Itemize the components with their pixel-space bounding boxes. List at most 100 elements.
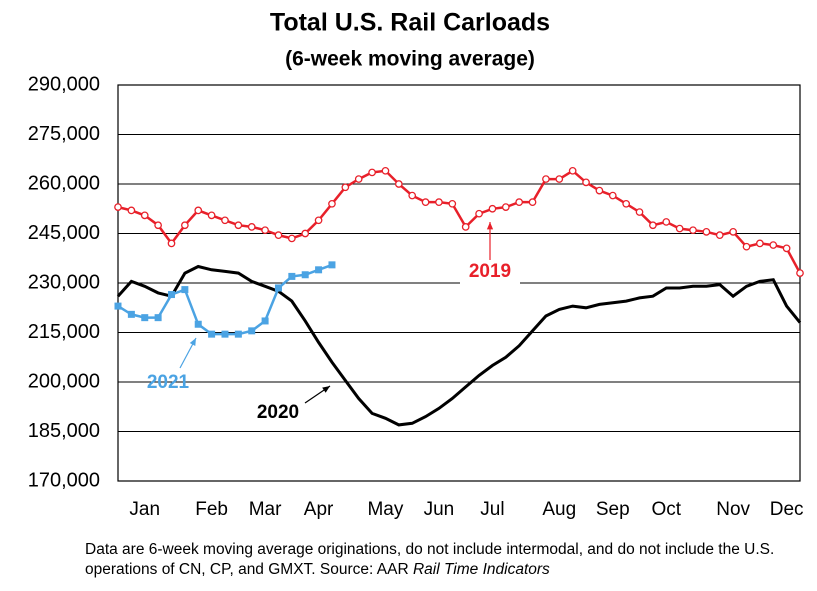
point [141, 314, 149, 322]
point [608, 191, 617, 200]
chart-title: Total U.S. Rail Carloads [270, 9, 550, 37]
point [341, 183, 350, 192]
point [742, 242, 751, 251]
point [207, 211, 216, 220]
point [729, 228, 737, 236]
point [154, 314, 162, 322]
point [782, 244, 791, 253]
point [689, 226, 697, 235]
series-line [117, 263, 333, 336]
point [461, 223, 470, 231]
series-label: 2021 [147, 372, 190, 393]
series-label: 2020 [257, 402, 299, 423]
x-tick-label: Apr [304, 499, 334, 520]
point [408, 191, 417, 200]
point [301, 271, 309, 279]
point [287, 234, 296, 243]
point [622, 199, 631, 208]
point [662, 218, 671, 226]
point [796, 269, 804, 277]
point [248, 327, 256, 335]
x-tick-label: Mar [249, 499, 282, 520]
series-line [117, 169, 802, 274]
point [702, 228, 711, 236]
x-tick-label: Jan [129, 499, 160, 520]
chart-subtitle: (6-week moving average) [285, 48, 535, 71]
series-label: 2019 [469, 261, 511, 282]
point [127, 206, 136, 215]
point [448, 199, 457, 208]
point [194, 320, 202, 328]
point [315, 266, 323, 274]
y-tick-label: 215,000 [28, 321, 100, 343]
y-tick-label: 260,000 [28, 172, 100, 194]
y-tick-label: 230,000 [28, 271, 100, 293]
arrow-head [189, 338, 196, 346]
point [167, 291, 175, 299]
note-text: Data are 6-week moving average originati… [85, 541, 775, 578]
point [114, 203, 122, 211]
point [488, 204, 497, 213]
y-tick-label: 275,000 [28, 123, 100, 145]
point [208, 330, 216, 338]
x-tick-label: Dec [770, 499, 804, 520]
point [421, 198, 430, 206]
point [328, 261, 336, 269]
x-tick-label: Nov [716, 499, 750, 520]
point [167, 239, 176, 248]
point [114, 302, 122, 310]
point [221, 330, 229, 338]
note-source: Rail Time Indicators [412, 561, 550, 578]
y-tick-label: 185,000 [28, 420, 100, 442]
point [368, 168, 376, 177]
point [261, 226, 269, 235]
series-line [116, 264, 802, 427]
point [675, 224, 684, 233]
point [555, 175, 564, 183]
point [715, 231, 724, 239]
point [154, 221, 162, 230]
y-tick-label: 200,000 [28, 370, 100, 392]
point [381, 166, 390, 175]
point [528, 198, 537, 206]
label-bg [460, 260, 520, 284]
point [181, 286, 189, 294]
point [394, 180, 403, 188]
point [515, 198, 524, 206]
point [221, 216, 229, 225]
point [314, 216, 323, 225]
point [247, 223, 256, 231]
x-tick-label: Oct [651, 499, 681, 520]
x-tick-label: Sep [596, 499, 630, 520]
point [582, 178, 590, 187]
point [542, 175, 550, 183]
point [234, 330, 242, 338]
point [194, 206, 203, 215]
point [435, 198, 443, 206]
point [635, 208, 644, 216]
footnote: Data are 6-week moving average originati… [85, 540, 795, 580]
point [274, 284, 282, 292]
point [181, 221, 189, 230]
point [475, 209, 483, 218]
point [649, 221, 657, 230]
x-tick-label: May [367, 499, 403, 520]
y-tick-label: 170,000 [28, 469, 100, 491]
plot-border [117, 84, 801, 482]
point [501, 203, 510, 211]
point [140, 211, 149, 220]
x-tick-label: Feb [195, 499, 228, 520]
point [234, 221, 243, 230]
point [568, 166, 577, 175]
arrow-head [486, 222, 494, 230]
y-tick-label: 245,000 [28, 222, 100, 244]
x-tick-label: Jul [480, 499, 504, 520]
point [301, 229, 310, 238]
point [769, 241, 778, 249]
y-tick-label: 290,000 [28, 73, 100, 95]
point [756, 239, 764, 248]
point [274, 231, 283, 239]
point [595, 186, 604, 195]
